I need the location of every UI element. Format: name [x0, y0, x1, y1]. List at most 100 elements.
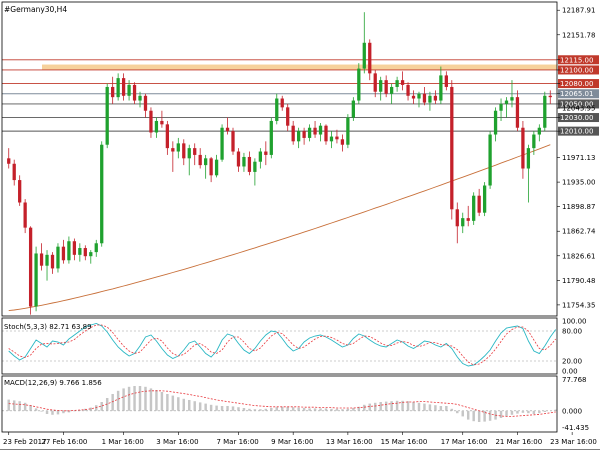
- level-label-2: 12080.00: [560, 80, 593, 88]
- candle-body-32: [182, 143, 186, 159]
- level-label-bg-2: [558, 79, 599, 89]
- candle-body-31: [176, 143, 180, 152]
- stoch-tick-label-3: 0.00: [562, 368, 578, 376]
- price-tick-label-13: 11862.74: [562, 228, 596, 236]
- candle-body-20: [116, 78, 120, 98]
- candle-body-10: [61, 246, 66, 261]
- candle-body-34: [193, 148, 197, 155]
- candle-body-9: [56, 246, 60, 269]
- macd-signal-line: [8, 390, 556, 417]
- candle-body-39: [220, 127, 224, 160]
- candle-body-24: [138, 95, 142, 101]
- time-tick-label-3: 3 Mar 16:00: [156, 438, 198, 446]
- candle-body-92: [510, 97, 514, 101]
- candle-body-5: [34, 253, 38, 307]
- candle-body-72: [400, 80, 405, 85]
- candle-body-38: [214, 159, 219, 176]
- candle-body-15: [89, 252, 93, 257]
- candle-body-44: [247, 156, 252, 172]
- macd-label: MACD(12,26,9) 9.766 1.856: [4, 379, 102, 387]
- level-label-1: 12100.00: [560, 66, 593, 74]
- level-label-bg-1: [558, 65, 599, 75]
- resistance-zone: [42, 64, 557, 70]
- candle-body-2: [18, 180, 22, 203]
- level-label-bg-5: [558, 113, 599, 123]
- price-panel-frame: [1, 1, 558, 317]
- candle-body-35: [198, 154, 202, 166]
- candle-body-65: [362, 42, 366, 69]
- candle-body-18: [105, 86, 109, 145]
- candle-body-41: [231, 131, 235, 152]
- candle-body-87: [482, 185, 487, 213]
- candle-body-25: [143, 95, 148, 111]
- level-label-3: 12065.01: [560, 90, 593, 98]
- candle-body-14: [83, 248, 87, 257]
- candle-body-54: [302, 131, 306, 138]
- candle-body-64: [357, 68, 361, 101]
- level-label-bg-4: [558, 99, 599, 109]
- moving-average-line: [8, 144, 551, 312]
- time-tick-label-6: 13 Mar 16:00: [326, 438, 373, 446]
- candle-body-23: [132, 84, 137, 101]
- candle-body-97: [537, 127, 541, 135]
- candle-body-3: [23, 202, 27, 228]
- price-tick-label-1: 12151.78: [562, 31, 595, 39]
- candle-body-93: [515, 97, 520, 128]
- candle-body-47: [264, 151, 268, 155]
- candle-body-84: [466, 218, 470, 221]
- price-tick-label-16: 11754.35: [562, 301, 595, 309]
- candle-body-71: [395, 80, 399, 87]
- candle-body-86: [477, 195, 481, 213]
- stoch-tick-label-0: 100.00: [562, 318, 587, 326]
- candle-body-52: [291, 125, 295, 142]
- candle-body-67: [373, 73, 377, 92]
- candle-body-59: [329, 136, 334, 142]
- candle-body-4: [28, 227, 33, 307]
- candle-body-36: [204, 158, 208, 166]
- level-label-bg-3: [558, 89, 599, 99]
- candle-body-70: [389, 86, 394, 94]
- chart-title: #Germany30,H4: [4, 5, 67, 14]
- price-tick-label-14: 11826.61: [562, 252, 595, 260]
- candle-body-45: [253, 161, 257, 172]
- candle-body-48: [269, 120, 273, 155]
- candle-body-46: [258, 151, 262, 162]
- price-tick-label-11: 11935.00: [562, 179, 595, 187]
- candle-body-7: [45, 254, 49, 266]
- candle-body-77: [428, 95, 432, 103]
- macd-tick-label-1: 0.000: [562, 407, 582, 415]
- candle-body-33: [187, 148, 191, 159]
- candle-body-17: [100, 144, 104, 244]
- level-label-6: 12010.00: [560, 128, 593, 136]
- candle-body-73: [406, 84, 410, 96]
- level-label-bg-6: [558, 126, 599, 136]
- candle-body-50: [280, 98, 284, 108]
- candle-body-69: [384, 80, 388, 94]
- level-label-4: 12050.00: [560, 100, 593, 108]
- time-tick-label-9: 21 Mar 16:00: [495, 438, 542, 446]
- time-tick-label-1: 27 Feb 16:00: [41, 438, 87, 446]
- candle-body-80: [444, 75, 448, 87]
- candle-body-74: [411, 95, 416, 99]
- stoch-label: Stoch(5,3,3) 82.71 63.89: [4, 323, 92, 331]
- candle-body-1: [12, 163, 16, 181]
- candle-body-8: [50, 254, 55, 269]
- time-tick-label-10: 23 Mar 16:00: [550, 438, 597, 446]
- candle-body-55: [307, 127, 312, 138]
- candle-body-58: [324, 125, 328, 142]
- macd-tick-label-2: -41.435: [562, 424, 589, 432]
- candle-body-40: [225, 127, 230, 132]
- candle-body-75: [417, 93, 421, 99]
- price-tick-label-12: 11898.87: [562, 203, 595, 211]
- candle-body-76: [422, 93, 427, 103]
- macd-panel-frame: [1, 375, 558, 433]
- candle-body-11: [67, 241, 71, 261]
- candle-body-95: [526, 148, 531, 169]
- price-tick-label-15: 11790.48: [562, 277, 595, 285]
- candle-body-96: [532, 134, 536, 149]
- candle-body-88: [488, 134, 492, 186]
- candle-body-79: [439, 75, 443, 101]
- candle-body-90: [499, 103, 503, 111]
- candle-body-78: [433, 95, 438, 101]
